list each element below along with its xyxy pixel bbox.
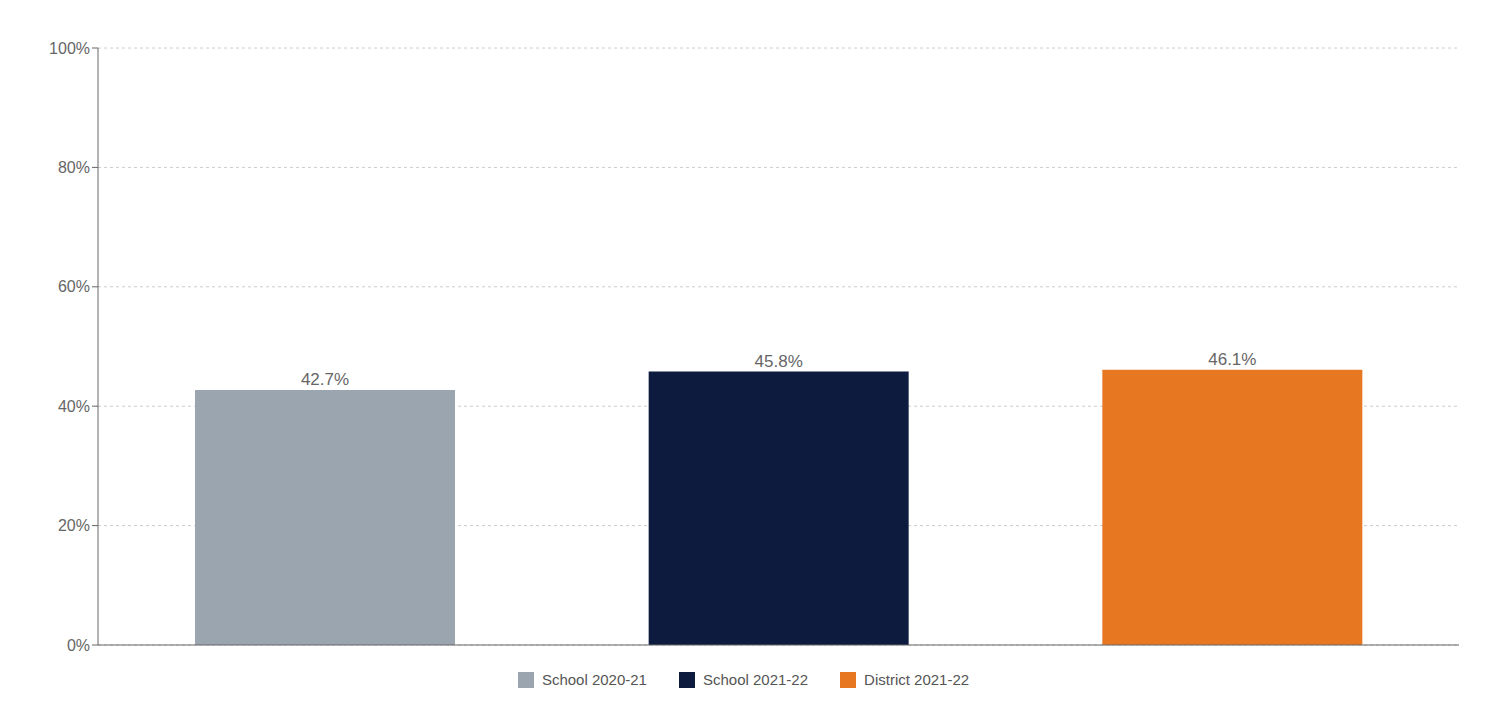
svg-text:45.8%: 45.8%: [755, 352, 803, 371]
svg-text:100%: 100%: [49, 40, 90, 57]
svg-text:20%: 20%: [58, 517, 90, 534]
svg-text:46.1%: 46.1%: [1208, 350, 1256, 369]
html-text:District 2021-22: District 2021-22: [864, 671, 970, 688]
svg-text:80%: 80%: [58, 159, 90, 176]
html-text:School 2020-21: School 2020-21: [541, 671, 647, 688]
svg-text:60%: 60%: [58, 278, 90, 295]
html-text:School 2021-22: School 2021-22: [703, 671, 809, 688]
svg-text:42.7%: 42.7%: [301, 370, 349, 389]
svg-text:40%: 40%: [58, 398, 90, 415]
svg-text:0%: 0%: [67, 637, 90, 654]
